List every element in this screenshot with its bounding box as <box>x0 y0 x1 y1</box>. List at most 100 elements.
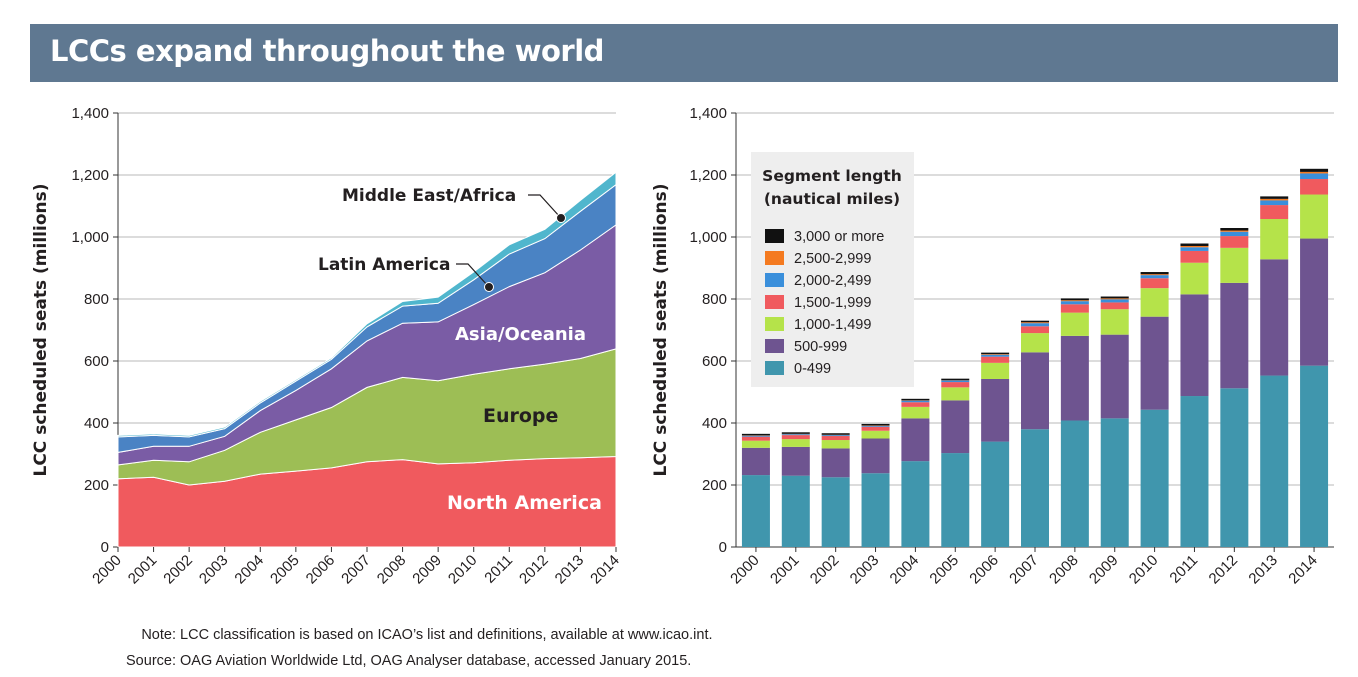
bar-segment-seg-3000 <box>821 433 850 435</box>
bar-segment-seg-3000 <box>1140 272 1169 275</box>
x-tick-label: 2012 <box>1206 552 1242 588</box>
legend-title: Segment length <box>762 167 902 185</box>
legend-swatch <box>765 229 784 243</box>
y-tick-label: 200 <box>84 477 109 494</box>
bar-segment-seg-1000 <box>781 439 810 447</box>
bar-segment-seg-500 <box>861 438 890 474</box>
bar-segment-seg-0 <box>1060 420 1089 547</box>
x-tick-label: 2009 <box>1086 552 1122 588</box>
bar-segment-seg-2000 <box>1021 323 1049 327</box>
bar-segment-seg-1500 <box>1300 179 1329 195</box>
y-axis-label: LCC scheduled seats (millions) <box>651 184 671 477</box>
bar-segment-seg-2000 <box>1300 173 1329 180</box>
bar-segment-seg-3000 <box>1180 243 1209 246</box>
y-axis-label: LCC scheduled seats (millions) <box>31 184 51 477</box>
bar-segment-seg-2500 <box>1060 300 1089 302</box>
legend-swatch <box>765 361 784 375</box>
bar-segment-seg-2000 <box>981 354 1010 357</box>
bar-segment-seg-1000 <box>981 362 1010 379</box>
bar-segment-seg-500 <box>1140 316 1169 410</box>
notes: Note: LCC classification is based on ICA… <box>118 622 713 674</box>
bar-segment-seg-2000 <box>1140 275 1169 279</box>
bar-segment-seg-1000 <box>901 406 930 419</box>
marker-latin-america <box>484 282 494 292</box>
y-tick-label: 600 <box>84 353 109 370</box>
x-tick-label: 2000 <box>727 552 763 588</box>
legend-swatch <box>765 251 784 265</box>
bar-segment-seg-3000 <box>1260 196 1289 199</box>
bar-segment-seg-0 <box>821 477 850 547</box>
area-chart: 0 200 400 600 800 1,000 1,200 1,400 LCC schedule… <box>31 105 623 587</box>
x-tick-label: 2010 <box>1126 552 1162 588</box>
y-tick-label: 600 <box>702 353 727 370</box>
y-tick-label: 1,200 <box>689 167 727 184</box>
bar-segment-seg-3000 <box>901 398 930 401</box>
bar-segment-seg-1500 <box>1021 326 1049 334</box>
bar-segment-seg-1000 <box>1021 333 1049 353</box>
bar-segment-seg-2500 <box>1100 298 1129 300</box>
legend-entry: 3,000 or more <box>794 229 884 245</box>
bar-segment-seg-2500 <box>1220 230 1249 232</box>
bar-segment-seg-2500 <box>981 354 1010 355</box>
note-label: Note: <box>141 627 176 643</box>
bar-segment-seg-1000 <box>861 430 890 439</box>
note-text: LCC classification is based on ICAO’s li… <box>180 627 713 643</box>
bar-segment-seg-500 <box>1021 352 1049 430</box>
legend-entry: 2,500-2,999 <box>794 251 871 267</box>
bar-segment-seg-0 <box>1220 388 1249 547</box>
y-tick-label: 1,400 <box>689 105 727 122</box>
bar-segment-seg-2500 <box>1180 245 1209 248</box>
x-tick-label: 2003 <box>847 552 883 588</box>
bar-segment-seg-2000 <box>1060 301 1089 305</box>
label-middle-east-africa: Middle East/Africa <box>342 186 516 206</box>
bar-segment-seg-2500 <box>1140 274 1169 276</box>
note-row: Note: LCC classification is based on ICA… <box>118 622 713 648</box>
bar-segment-seg-1000 <box>1180 262 1209 295</box>
legend-swatch <box>765 295 784 309</box>
x-tick-label: 2013 <box>1245 552 1281 588</box>
bar-segment-seg-500 <box>1100 334 1129 419</box>
bar-segment-seg-3000 <box>1100 296 1129 299</box>
bar-segment-seg-1000 <box>1300 194 1329 239</box>
bar-segment-seg-0 <box>1180 396 1209 547</box>
bar-segment-seg-1000 <box>741 440 770 448</box>
bar-segment-seg-1500 <box>1060 304 1089 313</box>
source-label: Source: <box>126 653 176 669</box>
bar-segment-seg-1000 <box>821 440 850 449</box>
legend-entry: 1,000-1,499 <box>794 317 871 333</box>
bar-segment-seg-0 <box>1260 375 1289 547</box>
y-tick-label: 1,200 <box>71 167 109 184</box>
bar-segment-seg-2000 <box>821 435 850 437</box>
bar-segment-seg-2000 <box>1220 231 1249 237</box>
bar-segment-seg-500 <box>1260 259 1289 376</box>
legend-entry: 500-999 <box>794 339 847 355</box>
x-tick-label: 2002 <box>807 552 843 588</box>
y-tick-label: 1,000 <box>689 229 727 246</box>
bar-segment-seg-500 <box>941 400 970 454</box>
label-asia-oceania: Asia/Oceania <box>455 324 586 345</box>
x-tick-label: 2008 <box>1046 552 1082 588</box>
y-tick-label: 200 <box>702 477 727 494</box>
bar-segment-seg-2500 <box>1260 198 1289 201</box>
bar-segment-seg-2000 <box>1100 299 1129 303</box>
bar-segment-seg-3000 <box>1021 320 1049 323</box>
bar-segment-seg-1000 <box>1100 309 1129 335</box>
bar-segment-seg-2000 <box>1180 247 1209 251</box>
legend-swatch <box>765 273 784 287</box>
bar-segment-seg-500 <box>741 447 770 476</box>
bar-segment-seg-1000 <box>1140 288 1169 317</box>
label-latin-america: Latin America <box>318 255 450 275</box>
page-title: LCCs expand throughout the world <box>50 34 604 68</box>
bar-segment-seg-1000 <box>1260 219 1289 260</box>
bar-segment-seg-2500 <box>1021 322 1049 324</box>
x-tick-label: 2001 <box>767 552 803 588</box>
bar-segment-seg-2000 <box>901 400 930 403</box>
bar-segment-seg-2000 <box>1260 200 1289 206</box>
bar-segment-seg-500 <box>781 446 810 476</box>
bar-segment-seg-1000 <box>941 387 970 401</box>
label-europe: Europe <box>483 405 558 427</box>
bar-segment-seg-0 <box>981 441 1010 547</box>
bar-segment-seg-500 <box>1300 238 1329 366</box>
bar-segment-seg-2000 <box>861 425 890 427</box>
x-tick-label: 2004 <box>887 552 923 588</box>
